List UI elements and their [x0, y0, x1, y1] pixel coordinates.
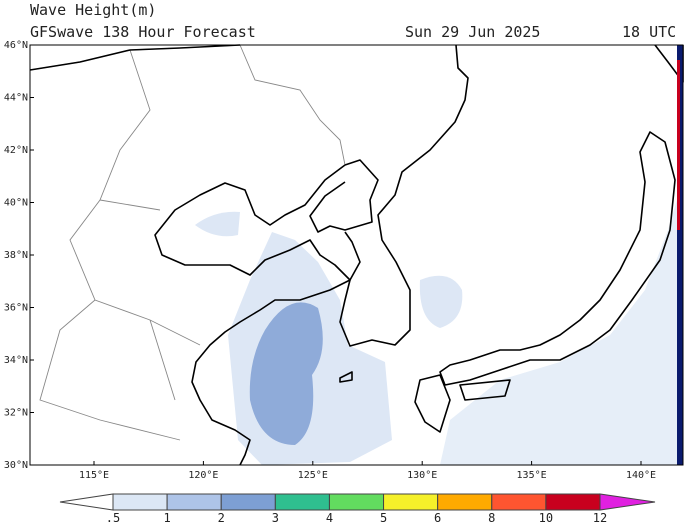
- colorbar-low: [59, 493, 114, 511]
- wave-shade-light: [440, 200, 677, 465]
- map: [29, 44, 684, 466]
- colorbar-label: 2: [218, 511, 225, 525]
- lon-label: 125°E: [298, 470, 328, 481]
- lat-label: 32°N: [4, 408, 28, 419]
- colorbar-label: 4: [326, 511, 333, 525]
- wave-shade-light: [195, 211, 240, 237]
- lat-label: 40°N: [4, 198, 28, 209]
- lat-label: 46°N: [4, 40, 28, 51]
- colorbar-segment: [328, 493, 385, 511]
- edge-strip: [677, 60, 680, 230]
- colorbar-label: 12: [593, 511, 607, 525]
- lat-label: 30°N: [4, 460, 28, 471]
- date: Sun 29 Jun 2025: [405, 23, 540, 41]
- colorbar-segment: [545, 493, 601, 511]
- colorbar-label: 1: [163, 511, 170, 525]
- lat-label: 36°N: [4, 303, 28, 314]
- colorbar-segment: [274, 493, 330, 511]
- colorbar-high: [599, 493, 656, 511]
- colorbar-segment: [491, 493, 547, 511]
- lon-label: 115°E: [79, 470, 109, 481]
- wave-shade-light: [419, 275, 463, 328]
- colorbar-label: 3: [272, 511, 279, 525]
- colorbar-label: 8: [488, 511, 495, 525]
- lat-label: 42°N: [4, 145, 28, 156]
- colorbar-segment: [112, 493, 168, 511]
- coastline: [339, 44, 684, 433]
- colorbar-segment: [383, 493, 439, 511]
- edge-strip: [677, 45, 683, 465]
- wave-shade-mid: [249, 302, 323, 445]
- colorbar-label: 10: [539, 511, 553, 525]
- time: 18 UTC: [622, 23, 676, 41]
- colorbar-label: 6: [434, 511, 441, 525]
- colorbar-segment: [437, 493, 493, 511]
- colorbar-segment: [166, 493, 222, 511]
- coastline: [439, 131, 676, 386]
- coastline: [29, 44, 351, 466]
- coastline: [309, 44, 469, 347]
- lon-label: 135°E: [517, 470, 547, 481]
- lat-label: 44°N: [4, 93, 28, 104]
- lon-label: 140°E: [626, 470, 656, 481]
- lat-label: 34°N: [4, 355, 28, 366]
- colorbar-label: .5: [106, 511, 120, 525]
- lon-label: 130°E: [407, 470, 437, 481]
- lat-label: 38°N: [4, 250, 28, 261]
- title: Wave Height(m): [30, 1, 156, 19]
- colorbar-segment: [220, 493, 276, 511]
- colorbar-label: 5: [380, 511, 387, 525]
- subtitle: GFSwave 138 Hour Forecast: [30, 23, 256, 41]
- lon-label: 120°E: [188, 470, 218, 481]
